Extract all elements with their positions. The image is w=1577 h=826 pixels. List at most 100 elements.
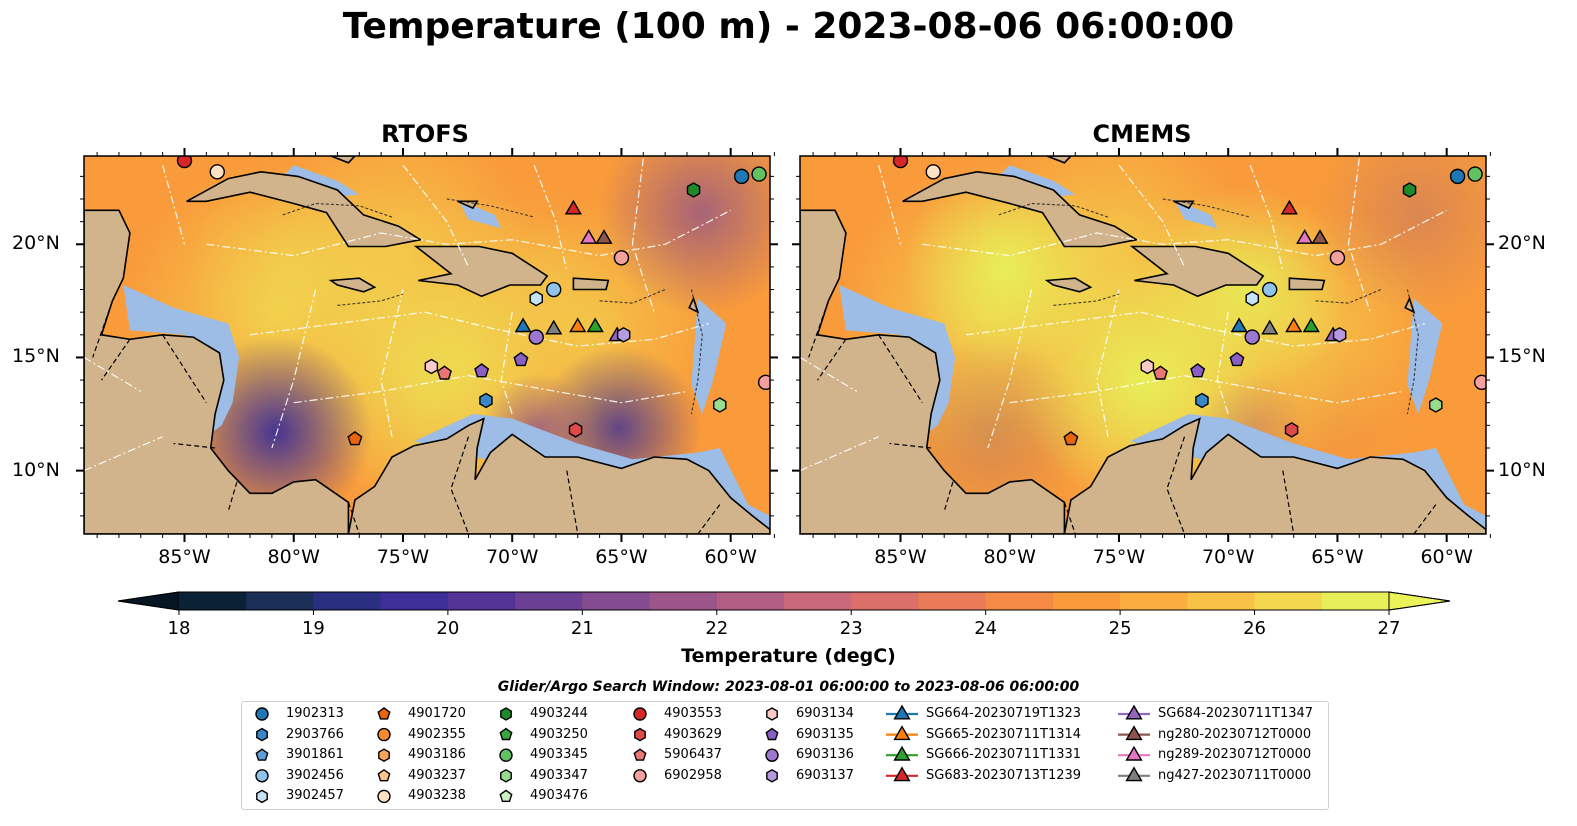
colorbar-bin (918, 592, 987, 610)
colorbar-bin (1254, 592, 1323, 610)
legend-marker-4903237 (377, 768, 391, 782)
marker-ng289-20230712T0000 (580, 229, 598, 244)
marker-4903347 (713, 397, 727, 413)
panel-title-cmems: CMEMS (1092, 120, 1192, 148)
legend-item-label: 4903553 (664, 706, 722, 721)
map-panel-rtofs (76, 148, 778, 542)
land-southamerica (347, 417, 770, 534)
map-frame (83, 155, 771, 535)
legend-marker-SG683-20230713T1239 (893, 766, 911, 782)
land-cuba (902, 170, 1139, 248)
land-southamerica (1063, 417, 1486, 534)
marker-1902313 (1449, 168, 1466, 185)
marker-SG665-20230711T1314 (569, 317, 587, 333)
marker-SG665-20230711T1314 (1285, 317, 1303, 333)
land-jamaica (1044, 277, 1093, 293)
legend-item-label: SG666-20230711T1331 (926, 747, 1082, 763)
legend: 1902313 2903766 3901861 3902456 3902457 49017… (241, 701, 1329, 810)
lon-tick-label: 70°W (1201, 546, 1255, 568)
legend-marker-4901720 (377, 707, 391, 720)
legend-item-label: 1902313 (286, 706, 344, 721)
land-jamaica (328, 277, 377, 293)
lat-tick-label-right: 10°N (1498, 458, 1546, 481)
legend-item-label: SG664-20230719T1323 (926, 706, 1082, 721)
legend-marker-2903766 (256, 727, 268, 742)
marker-SG666-20230711T1331 (586, 317, 604, 333)
marker-4901720 (347, 431, 363, 446)
lat-tick-label-right: 15°N (1498, 345, 1546, 368)
colorbar-bin (179, 592, 247, 610)
colorbar-tick-label: 21 (570, 618, 594, 639)
legend-item-label: 3902456 (286, 767, 344, 783)
colorbar (117, 591, 1451, 615)
colorbar-low-extend (117, 591, 180, 611)
legend-marker-4902355 (377, 727, 391, 742)
marker-4903347 (1429, 397, 1443, 413)
marker-4903629 (1284, 422, 1299, 438)
colorbar-bin (1052, 592, 1121, 610)
marker-4903244 (1402, 182, 1417, 198)
marker-6903137 (1332, 326, 1347, 343)
marker-ng280-20230712T0000 (1311, 229, 1329, 244)
lon-tick-label: 75°W (1092, 546, 1146, 568)
marker-4901720 (1063, 431, 1079, 446)
marker-SG664-20230719T1323 (514, 317, 532, 333)
land-puertorico (1288, 277, 1326, 291)
legend-marker-SG666-20230711T1331 (893, 745, 911, 761)
legend-marker-1902313 (255, 707, 269, 721)
colorbar-bin (1321, 592, 1390, 610)
colorbar-label: Temperature (degC) (681, 645, 896, 667)
colorbar-bin (1120, 592, 1188, 610)
legend-item-label: ng289-20230712T0000 (1158, 747, 1312, 763)
marker-ng280-20230712T0000 (595, 229, 613, 244)
marker-SG666-20230711T1331 (1302, 317, 1320, 333)
legend-marker-6902958 (633, 769, 647, 783)
lat-tick-label-left: 10°N (12, 458, 60, 481)
legend-item-label: 3902457 (286, 788, 344, 804)
colorbar-tick-label: 22 (705, 618, 729, 639)
legend-item-label: ng427-20230711T0000 (1158, 767, 1312, 783)
lon-tick-label: 65°W (595, 546, 648, 568)
marker-6903135b (1190, 363, 1206, 378)
legend-marker-SG664-20230719T1323 (893, 704, 911, 720)
marker-4903553 (892, 156, 909, 169)
colorbar-tick-label: 27 (1377, 618, 1401, 639)
lon-tick-label: 80°W (983, 546, 1036, 568)
marker-4903238 (209, 164, 225, 180)
lon-tick-label: 70°W (485, 546, 539, 568)
lon-tick-label: 80°W (267, 546, 320, 568)
colorbar-bin (716, 592, 785, 610)
colorbar-bin (649, 592, 718, 610)
marker-6902958 (613, 250, 630, 266)
legend-marker-ng280-20230712T0000 (1125, 725, 1143, 741)
land-cuba (186, 170, 423, 248)
marker-4903238 (925, 164, 941, 180)
legend-item-label: 3901861 (286, 747, 344, 763)
legend-item-label: 4903476 (530, 788, 588, 804)
legend-marker-4903347 (500, 768, 512, 783)
colorbar-tick-label: 26 (1243, 618, 1266, 639)
marker-5906437 (1152, 365, 1168, 380)
marker-3902456 (546, 281, 562, 298)
marker-4903345 (751, 166, 767, 182)
legend-item-label: 4901720 (408, 706, 466, 721)
marker-6903136 (528, 329, 544, 345)
land-bahamas1 (1046, 156, 1073, 164)
legend-item-label: 2903766 (286, 726, 344, 742)
land-hispaniola (413, 245, 549, 298)
land-puertorico (572, 277, 610, 291)
land-bahamas1 (330, 156, 357, 164)
legend-item-label: SG684-20230711T1347 (1158, 706, 1314, 721)
legend-marker-4903629 (634, 727, 646, 742)
colorbar-bin (447, 592, 516, 610)
legend-marker-4903476 (499, 789, 513, 803)
marker-5906437 (436, 365, 452, 380)
marker-6903135 (513, 351, 529, 367)
colorbar-tick-label: 20 (436, 618, 460, 639)
marker-6903134 (424, 358, 439, 375)
colorbar-tick-label: 18 (167, 618, 191, 639)
marker-4903345 (1467, 166, 1483, 182)
marker-6903134 (1140, 358, 1155, 375)
legend-item-label: ng280-20230712T0000 (1158, 726, 1312, 742)
